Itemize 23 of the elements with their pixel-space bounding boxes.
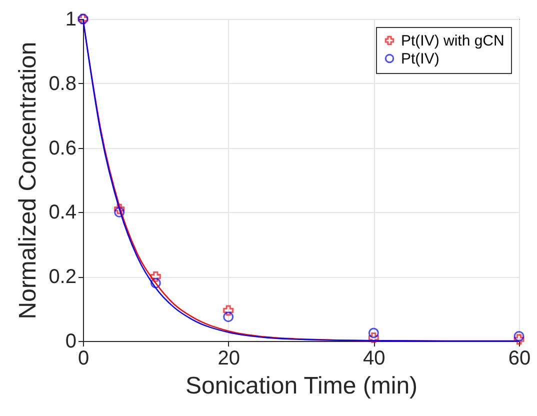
point [514, 334, 524, 345]
point [114, 206, 125, 218]
y-tick-label: 0.8 [48, 72, 76, 95]
point [223, 312, 234, 322]
point [514, 330, 524, 342]
x-tick-label: 40 [363, 348, 386, 370]
point [114, 204, 125, 214]
point [368, 328, 379, 338]
point [150, 278, 161, 288]
y-axis-title: Normalized Concentration [14, 42, 42, 320]
point [368, 332, 379, 343]
x-axis-title: Sonication Time (min) [185, 372, 418, 400]
legend-label: Pt(IV) with gCN [401, 32, 504, 50]
y-tick-label: 0.2 [48, 266, 76, 288]
y-tick-label: 0.4 [48, 202, 76, 224]
y-tick-label: 0.6 [48, 137, 76, 160]
y-tick-label: 0 [65, 330, 76, 352]
x-tick-label: 60 [508, 348, 531, 370]
x-tick-label: 20 [218, 348, 240, 370]
legend-label: Pt(IV) [401, 50, 440, 68]
point [223, 305, 234, 316]
point [150, 271, 161, 282]
y-tick-label: 1 [65, 8, 76, 30]
